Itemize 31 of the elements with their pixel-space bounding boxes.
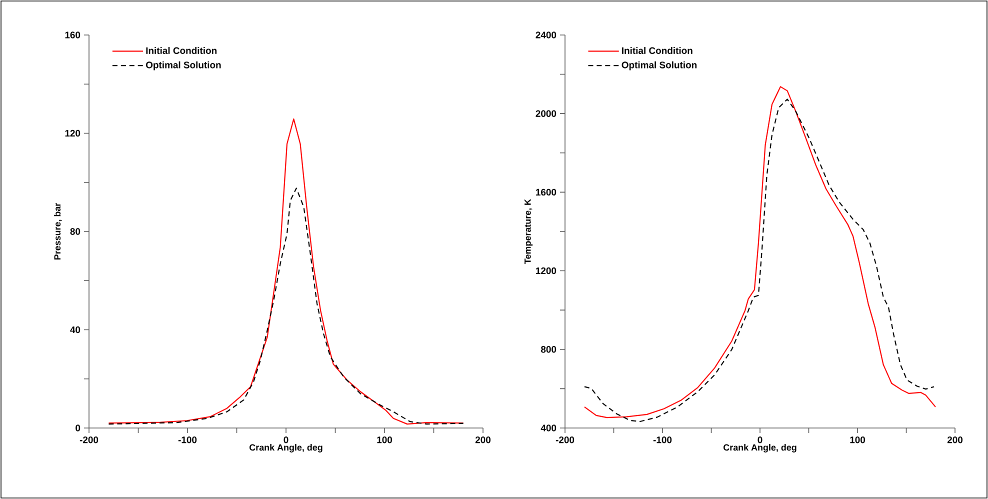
legend-label: Initial Condition — [622, 47, 692, 54]
y-tick-label: 800 — [540, 346, 556, 353]
y-tick-label: 40 — [70, 326, 80, 334]
x-tick-label: -100 — [178, 436, 197, 444]
y-tick-label: 1200 — [536, 267, 556, 274]
x-tick-label: 200 — [947, 436, 963, 444]
x-tick-label: 0 — [284, 436, 288, 444]
y-axis-title: Temperature, K — [524, 199, 533, 264]
x-tick-label: 100 — [850, 436, 866, 444]
y-tick-label: 2400 — [536, 32, 556, 38]
y-tick-label: 160 — [65, 32, 80, 38]
y-tick-label: 80 — [70, 228, 80, 235]
line-series — [108, 118, 464, 425]
y-axis-title: Pressure, bar — [54, 202, 62, 260]
y-tick-label: 400 — [540, 424, 556, 432]
legend-label: Optimal Solution — [146, 61, 221, 70]
y-tick-label: 0 — [76, 424, 80, 432]
x-tick-label: -200 — [556, 436, 574, 444]
x-tick-label: -200 — [80, 436, 98, 444]
y-tick-label: 120 — [65, 130, 80, 137]
x-tick-label: 100 — [377, 436, 392, 444]
x-axis-title: Crank Angle, deg — [250, 444, 322, 452]
x-tick-label: 200 — [475, 436, 491, 444]
legend-label: Optimal Solution — [622, 61, 697, 70]
x-axis-title: Crank Angle, deg — [724, 444, 796, 452]
x-tick-label: -100 — [653, 436, 672, 444]
y-tick-label: 2000 — [536, 110, 556, 117]
legend-label: Initial Condition — [146, 47, 217, 54]
x-tick-label: 0 — [758, 436, 762, 444]
y-tick-label: 1600 — [536, 188, 556, 196]
line-series — [108, 188, 464, 425]
